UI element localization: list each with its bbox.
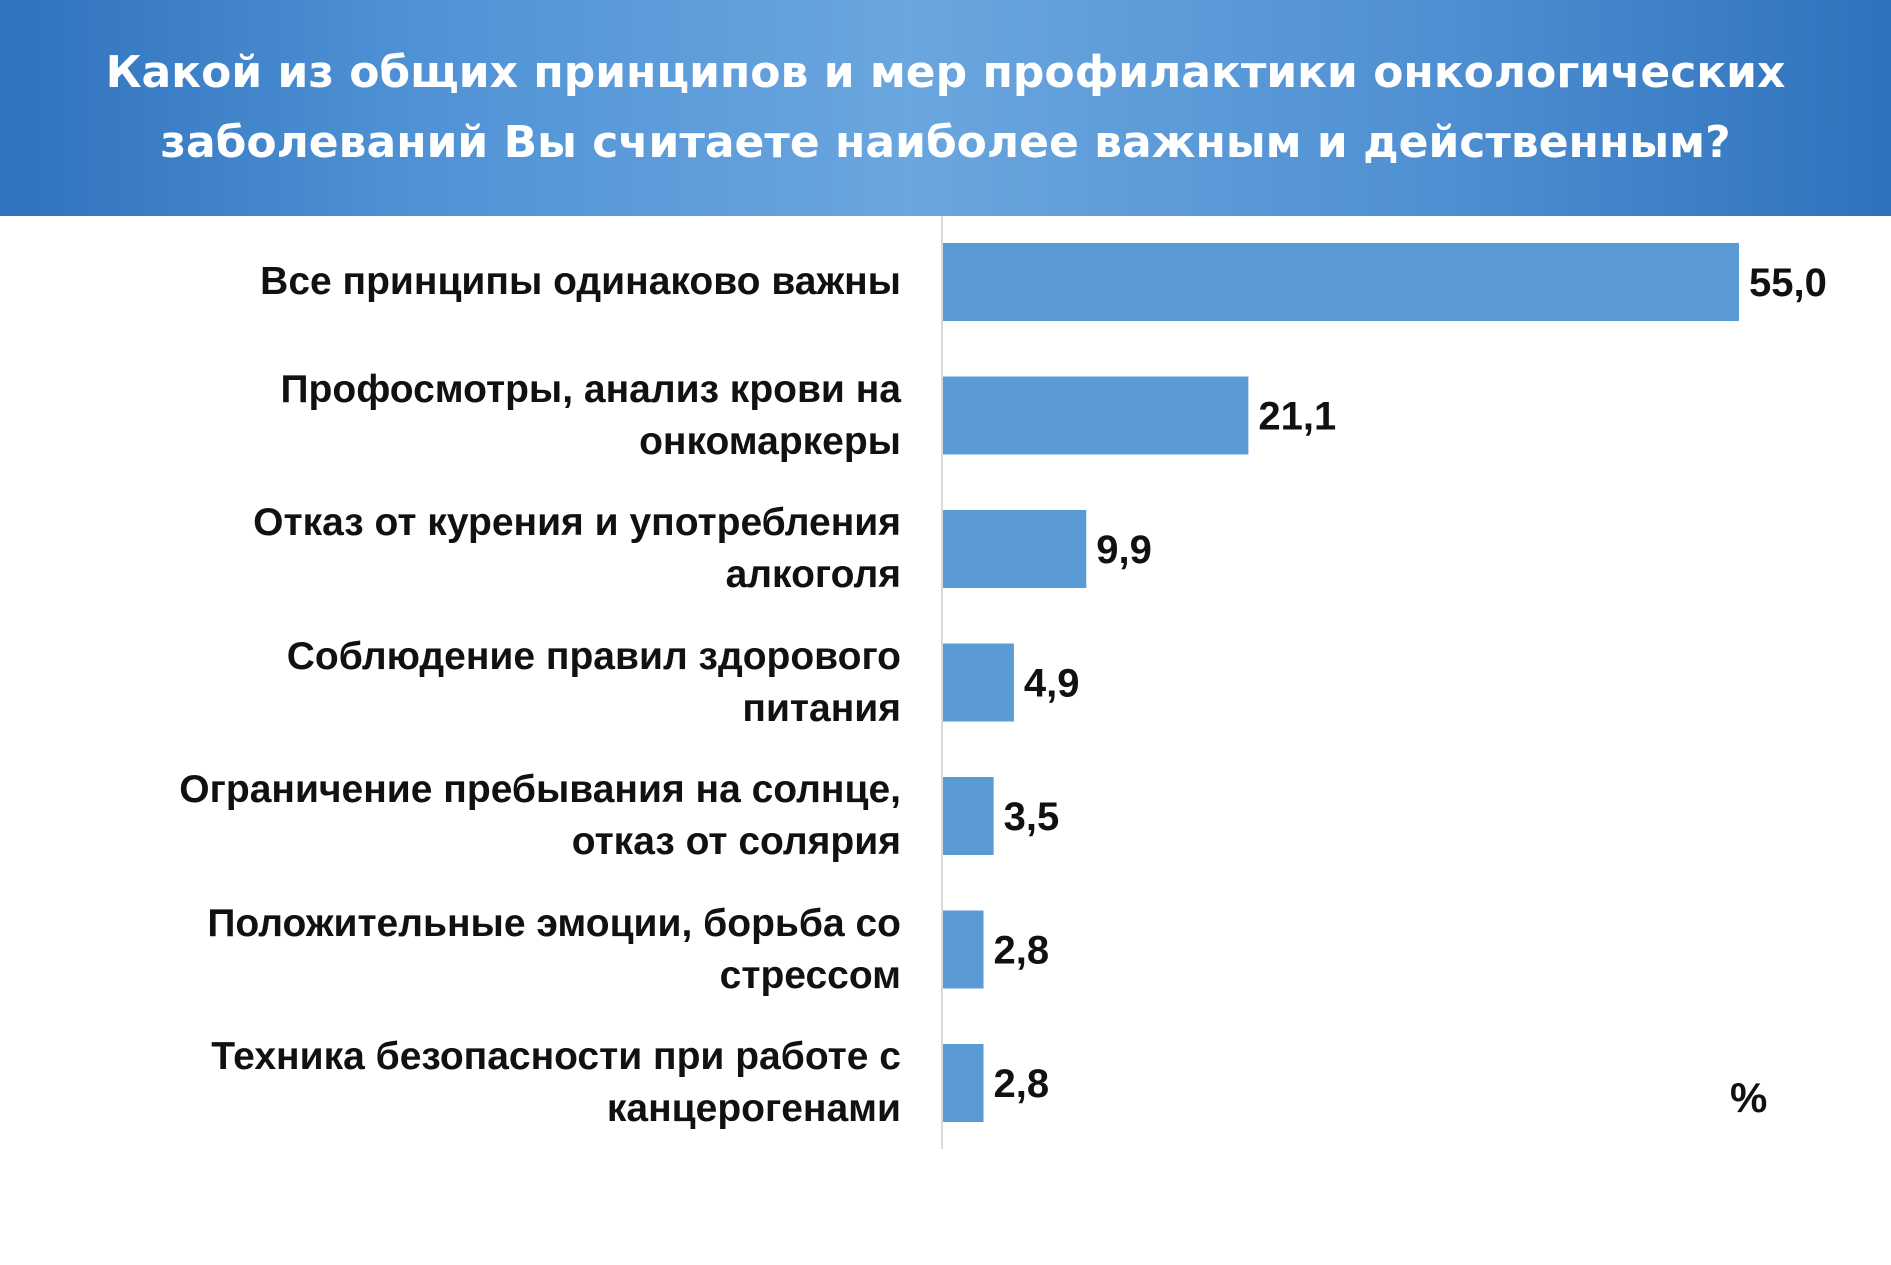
chart-title-line-2: заболеваний Вы считаете наиболее важным … xyxy=(160,117,1731,168)
category-label-line: канцерогенами xyxy=(606,1087,901,1130)
bar-7 xyxy=(943,1044,984,1122)
category-label-line: Профосмотры, анализ крови на xyxy=(280,367,901,411)
category-label-line: отказ от солярия xyxy=(571,820,901,863)
category-label-2: Профосмотры, анализ крови на онкомаркеры xyxy=(21,364,901,468)
data-label-4: 4,9 xyxy=(1024,662,1080,706)
category-label-6: Положительные эмоции, борьба со стрессом xyxy=(21,898,901,1002)
data-label-3: 9,9 xyxy=(1096,528,1152,572)
category-label-line: стрессом xyxy=(719,953,901,997)
category-label-3: Отказ от курения и употребления алкоголя xyxy=(21,497,901,601)
bar-chart-svg: 55,0 21,1 9,9 4,9 3,5 2,8 2,8 xyxy=(941,216,1827,1149)
bar-2 xyxy=(943,376,1249,455)
category-label-7: Техника безопасности при работе с канцеро… xyxy=(21,1031,901,1135)
category-label-line: Ограничение пребывания на солнце, xyxy=(179,768,901,811)
chart-title-line-1: Какой из общих принципов и мер профилакт… xyxy=(105,47,1786,98)
bar-4 xyxy=(943,643,1014,722)
bar-chart: 55,0 21,1 9,9 4,9 3,5 2,8 2,8 % Все принципы о… xyxy=(0,216,1891,1265)
category-label-line: Техника безопасности при работе с xyxy=(211,1035,901,1078)
bar-6 xyxy=(943,910,984,989)
category-label-line: алкоголя xyxy=(725,553,901,596)
bar-3 xyxy=(943,510,1087,588)
data-label-6: 2,8 xyxy=(994,929,1050,973)
category-label-line: Все принципы одинаково важны xyxy=(260,260,901,303)
chart-header: Какой из общих принципов и мер профилакт… xyxy=(0,0,1891,216)
data-label-1: 55,0 xyxy=(1749,261,1827,305)
data-label-5: 3,5 xyxy=(1004,795,1060,839)
category-label-5: Ограничение пребывания на солнце, отказ о… xyxy=(21,764,901,868)
category-label-line: Соблюдение правил здорового xyxy=(286,634,901,678)
category-label-line: питания xyxy=(742,686,901,730)
bar-5 xyxy=(943,777,994,855)
category-label-1: Все принципы одинаково важны xyxy=(21,256,901,308)
chart-title: Какой из общих принципов и мер профилакт… xyxy=(106,38,1786,178)
category-label-line: онкомаркеры xyxy=(639,419,901,463)
bar-1 xyxy=(943,243,1739,321)
category-label-line: Отказ от курения и употребления xyxy=(253,501,901,544)
category-label-line: Положительные эмоции, борьба со xyxy=(207,901,901,945)
data-label-7: 2,8 xyxy=(994,1062,1050,1106)
data-label-2: 21,1 xyxy=(1258,395,1336,439)
unit-label: % xyxy=(1730,1074,1768,1121)
category-label-4: Соблюдение правил здорового питания xyxy=(21,631,901,735)
